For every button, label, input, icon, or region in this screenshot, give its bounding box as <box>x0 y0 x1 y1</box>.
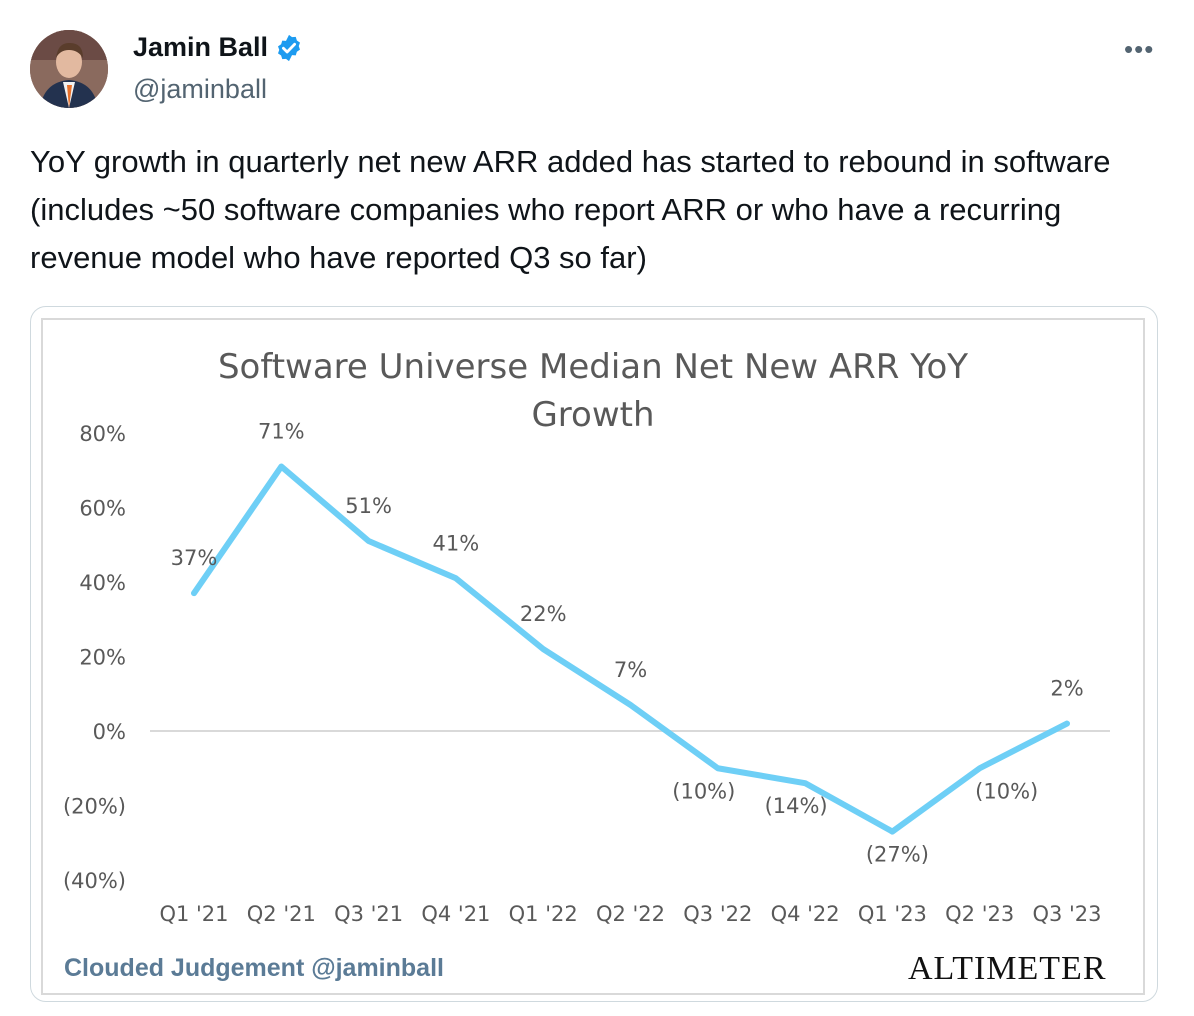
x-tick-label: Q2 '21 <box>247 902 316 926</box>
footer-credit: Clouded Judgement @jaminball <box>64 954 444 982</box>
x-tick-label: Q1 '23 <box>858 902 927 926</box>
y-tick-label: 60% <box>79 497 126 521</box>
chart-frame <box>41 318 1145 995</box>
x-tick-label: Q1 '22 <box>509 902 578 926</box>
avatar-photo <box>30 30 108 108</box>
data-label: (10%) <box>975 779 1038 803</box>
series-line <box>191 463 1070 835</box>
data-label: (10%) <box>672 779 735 803</box>
data-label: 71% <box>258 420 305 444</box>
data-label: 7% <box>614 658 647 682</box>
x-tick-label: Q2 '23 <box>945 902 1014 926</box>
chart-title-line-2: Growth <box>531 395 654 435</box>
chart-title-line-1: Software Universe Median Net New ARR YoY <box>218 347 968 387</box>
x-tick-label: Q4 '22 <box>771 902 840 926</box>
data-label: 22% <box>520 602 567 626</box>
y-tick-label: 80% <box>79 422 126 446</box>
x-tick-label: Q4 '21 <box>421 902 490 926</box>
tweet-image-card[interactable] <box>30 306 1158 1002</box>
verified-badge-icon <box>278 34 301 61</box>
y-tick-label: 40% <box>79 571 126 595</box>
more-options-button[interactable]: ••• <box>1124 34 1155 64</box>
author-handle[interactable]: @jaminball <box>133 74 267 104</box>
tweet-text: YoY growth in quarterly net new ARR adde… <box>30 144 1111 275</box>
y-tick-label: (40%) <box>63 869 126 893</box>
x-tick-label: Q3 '22 <box>683 902 752 926</box>
data-label: 37% <box>171 546 218 570</box>
x-tick-label: Q3 '21 <box>334 902 403 926</box>
avatar[interactable] <box>30 30 108 108</box>
data-label: (27%) <box>866 843 929 867</box>
x-tick-label: Q1 '21 <box>159 902 228 926</box>
y-tick-label: (20%) <box>63 795 126 819</box>
x-tick-label: Q2 '22 <box>596 902 665 926</box>
data-label: (14%) <box>765 794 828 818</box>
altimeter-logo: ALTIMETER <box>908 950 1107 987</box>
data-label: 2% <box>1050 677 1083 701</box>
y-tick-label: 0% <box>93 720 126 744</box>
data-label: 51% <box>345 494 392 518</box>
data-label: 41% <box>433 531 480 555</box>
x-tick-label: Q3 '23 <box>1032 902 1101 926</box>
y-tick-label: 20% <box>79 646 126 670</box>
author-name[interactable]: Jamin Ball <box>133 32 304 63</box>
